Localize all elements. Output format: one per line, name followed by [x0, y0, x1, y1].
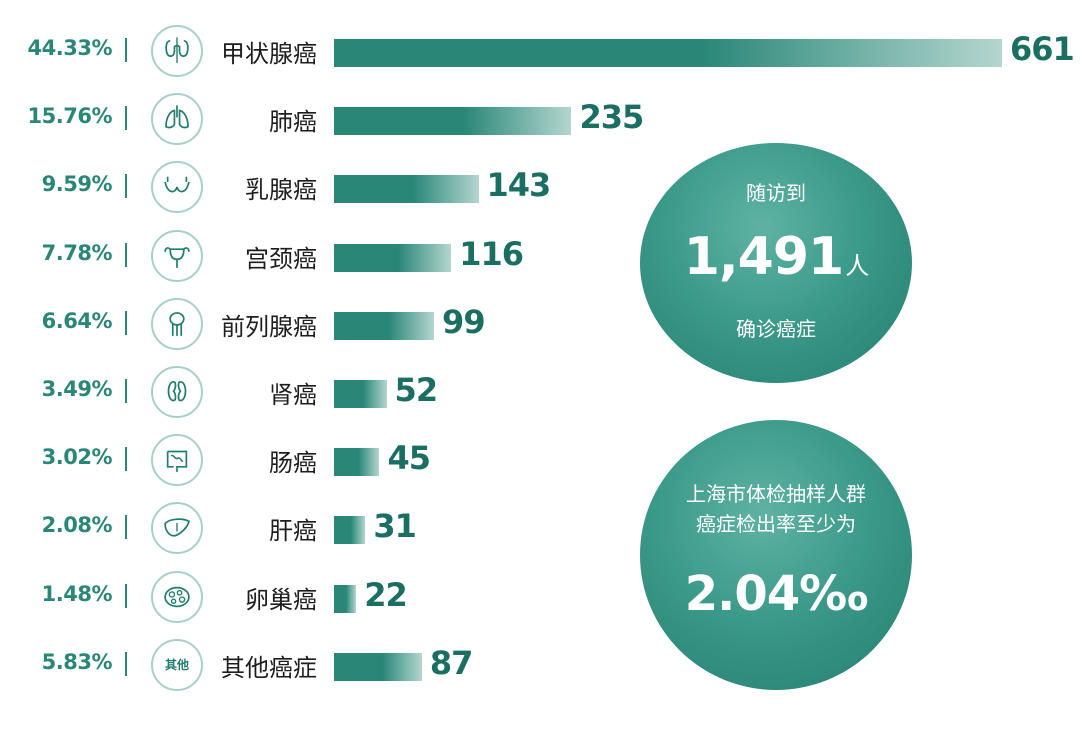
chart-row: 5.83% 其他 其他癌症 87 [0, 636, 1080, 696]
separator [125, 651, 127, 676]
bar [334, 107, 572, 136]
chart-row: 6.64% 前列腺癌 99 [0, 295, 1080, 355]
uterus-icon [151, 229, 203, 282]
value-label: 99 [442, 302, 486, 341]
thyroid-icon [151, 25, 203, 77]
bar [334, 39, 1002, 67]
percent-label: 2.08% [41, 513, 113, 538]
followup-count: 1,491 [683, 227, 844, 287]
breast-icon [151, 161, 203, 214]
bar [334, 175, 479, 204]
percent-label: 9.59% [41, 172, 113, 197]
rate-value: 2.04‰ [684, 566, 869, 622]
value-label: 661 [1010, 30, 1075, 68]
chart-row: 3.02% 肠癌 45 [0, 431, 1080, 491]
percent-label: 3.02% [41, 445, 113, 470]
bar [334, 652, 422, 681]
followup-top-label: 随访到 [746, 181, 806, 205]
other-icon-text: 其他 [164, 658, 189, 673]
ovary-icon [151, 570, 203, 623]
percent-label: 1.48% [41, 581, 113, 606]
category-label: 宫颈癌 [245, 244, 317, 273]
followup-bottom-label: 确诊癌症 [736, 317, 816, 341]
value-label: 116 [459, 234, 524, 273]
separator [125, 447, 127, 472]
category-label: 甲状腺癌 [221, 40, 317, 68]
separator [125, 379, 127, 403]
chart-row: 3.49% 肾癌 52 [0, 363, 1080, 423]
bar [334, 516, 366, 545]
chart-row: 2.08% 肝癌 31 [0, 499, 1080, 559]
liver-icon [151, 502, 203, 555]
value-label: 22 [364, 575, 408, 614]
intestine-icon [151, 434, 203, 487]
separator [125, 38, 127, 62]
percent-label: 6.64% [41, 308, 113, 333]
value-label: 52 [394, 371, 439, 409]
value-label: 87 [429, 643, 474, 682]
other-icon: 其他 [151, 638, 203, 691]
bar [334, 380, 387, 408]
prostate-icon [151, 297, 203, 350]
percent-label: 5.83% [41, 649, 113, 674]
bar [334, 448, 380, 477]
separator [125, 515, 127, 540]
bar [334, 311, 435, 340]
chart-row: 44.33% 甲状腺癌 661 [0, 22, 1080, 82]
percent-label: 7.78% [41, 240, 113, 265]
percent-label: 15.76% [27, 104, 113, 129]
kidney-icon [151, 366, 203, 418]
separator [125, 583, 127, 608]
rate-line1: 上海市体检抽样人群 [686, 482, 866, 506]
category-label: 乳腺癌 [245, 176, 317, 205]
chart-row: 15.76% 肺癌 235 [0, 90, 1080, 150]
category-label: 肝癌 [269, 517, 317, 546]
category-label: 卵巢癌 [245, 585, 317, 614]
bar [334, 584, 357, 613]
followup-unit: 人 [845, 252, 869, 280]
chart-row: 9.59% 乳腺癌 143 [0, 158, 1080, 218]
separator [125, 310, 127, 335]
category-label: 前列腺癌 [221, 312, 317, 341]
followup-stat-circle: 随访到 1,491人 确诊癌症 [640, 143, 912, 383]
percent-label: 3.49% [41, 377, 113, 401]
percent-label: 44.33% [27, 36, 113, 60]
category-label: 肾癌 [269, 381, 317, 409]
category-label: 肠癌 [269, 449, 317, 478]
separator [125, 174, 127, 199]
chart-row: 7.78% 宫颈癌 116 [0, 227, 1080, 287]
category-label: 肺癌 [269, 108, 317, 137]
separator [125, 106, 127, 131]
chart-row: 1.48% 卵巢癌 22 [0, 568, 1080, 628]
value-label: 143 [486, 166, 552, 205]
rate-line2: 癌症检出率至少为 [696, 512, 856, 536]
value-label: 235 [579, 98, 644, 137]
value-label: 31 [373, 507, 417, 546]
separator [125, 242, 127, 267]
followup-count-line: 1,491人 [640, 227, 912, 287]
bar [334, 243, 452, 272]
value-label: 45 [387, 439, 431, 478]
lungs-icon [151, 93, 203, 146]
detection-rate-circle: 上海市体检抽样人群 癌症检出率至少为 2.04‰ [640, 420, 912, 690]
category-label: 其他癌症 [221, 653, 317, 682]
